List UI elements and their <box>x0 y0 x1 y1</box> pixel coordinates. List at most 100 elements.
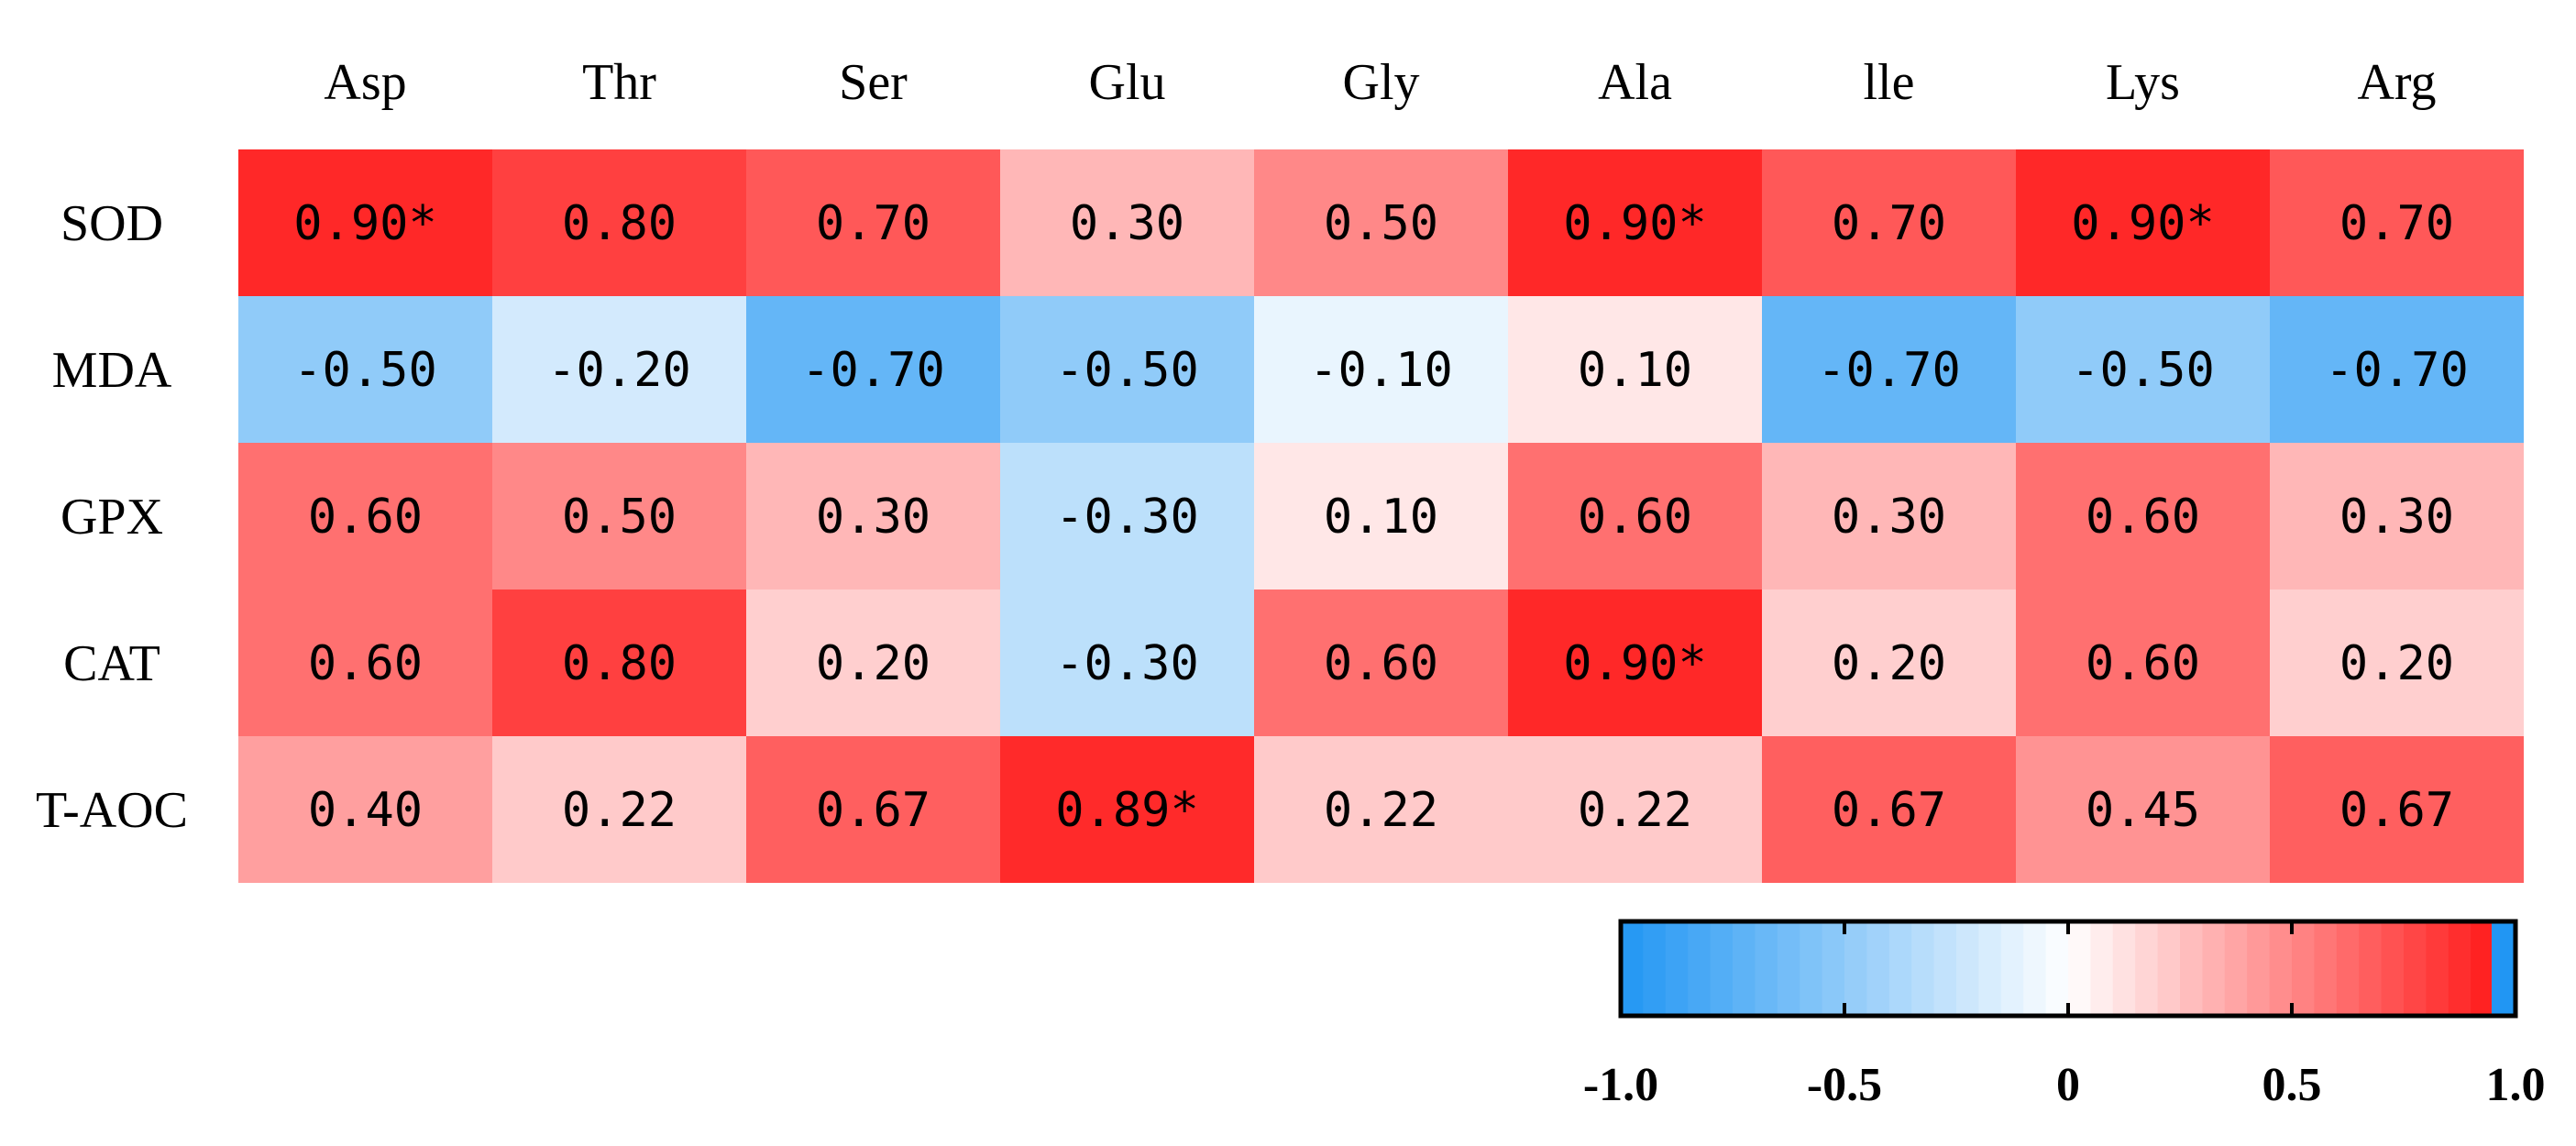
heatmap-cell <box>238 443 492 590</box>
cell-value-label: 0.10 <box>1324 490 1438 545</box>
colorbar-tick-label: 0.5 <box>2262 1059 2322 1111</box>
heatmap-cell <box>2016 590 2270 736</box>
heatmap-cell <box>1508 149 1762 296</box>
cell-value-label: 0.40 <box>308 783 423 838</box>
heatmap-cell <box>1000 736 1254 883</box>
colorbar-segment <box>1978 921 2002 1016</box>
colorbar-segment <box>2068 921 2091 1016</box>
column-label: Glu <box>1089 54 1166 111</box>
heatmap-cell <box>746 736 1000 883</box>
colorbar-segment <box>1777 921 1800 1016</box>
cell-value-label: 0.80 <box>562 196 677 251</box>
cell-value-label: 0.50 <box>562 490 677 545</box>
cell-value-label: 0.45 <box>2086 783 2200 838</box>
heatmap-cell <box>492 443 746 590</box>
cell-value-label: 0.20 <box>1832 636 1946 691</box>
cell-value-label: 0.67 <box>816 783 930 838</box>
heatmap-cell <box>492 736 746 883</box>
heatmap-cell <box>492 590 746 736</box>
colorbar: -1.0 -0.5 0 0.5 1.0 <box>1583 919 2546 1111</box>
colorbar-segment <box>2314 921 2338 1016</box>
heatmap-cell <box>238 736 492 883</box>
cell-value-label: 0.60 <box>2086 490 2200 545</box>
colorbar-segment <box>1643 921 1667 1016</box>
cell-value-label: 0.67 <box>1832 783 1946 838</box>
colorbar-segment <box>2336 921 2360 1016</box>
cell-value-label: 0.80 <box>562 636 677 691</box>
heatmap-cell <box>1762 590 2016 736</box>
heatmap-cell <box>1000 443 1254 590</box>
heatmap-cell <box>2270 443 2524 590</box>
colorbar-segment <box>1621 921 1644 1016</box>
column-label: Asp <box>324 54 406 111</box>
column-label: Ala <box>1598 54 1672 111</box>
cell-value-label: -0.70 <box>2325 343 2469 398</box>
heatmap-cell <box>238 590 492 736</box>
cell-value-label: 0.10 <box>1578 343 1692 398</box>
heatmap-cell <box>1254 443 1508 590</box>
colorbar-segment <box>2000 921 2024 1016</box>
heatmap-cell <box>1762 149 2016 296</box>
heatmap-cell <box>1000 149 1254 296</box>
heatmap-cell <box>1000 296 1254 443</box>
heatmap-cell <box>2270 296 2524 443</box>
heatmap-cell <box>2270 590 2524 736</box>
colorbar-segment <box>2359 921 2383 1016</box>
cell-value-label: -0.10 <box>1309 343 1453 398</box>
cell-value-label: 0.90* <box>2071 196 2215 251</box>
cell-value-label: 0.30 <box>1832 490 1946 545</box>
heatmap-cell <box>1254 296 1508 443</box>
row-labels: SOD MDA GPX CAT T-AOC <box>36 195 188 839</box>
heatmap-cell <box>1254 149 1508 296</box>
heatmap-cell <box>238 296 492 443</box>
colorbar-segment <box>1710 921 1734 1016</box>
column-label: Ser <box>839 54 908 111</box>
column-label: Gly <box>1343 54 1420 111</box>
column-label: Arg <box>2357 54 2436 111</box>
colorbar-segment <box>2381 921 2405 1016</box>
colorbar-segment <box>2292 921 2315 1016</box>
heatmap-cell <box>746 296 1000 443</box>
cell-value-label: -0.30 <box>1055 636 1199 691</box>
colorbar-segment <box>1866 921 1890 1016</box>
colorbar-segment <box>1800 921 1823 1016</box>
column-label: lle <box>1864 54 1915 111</box>
colorbar-segment <box>2426 921 2449 1016</box>
colorbar-segment <box>1822 921 1845 1016</box>
cell-value-label: 0.90* <box>1563 636 1707 691</box>
row-label: SOD <box>61 195 163 252</box>
cell-value-label: -0.20 <box>547 343 691 398</box>
cell-value-label: -0.70 <box>801 343 945 398</box>
column-label: Thr <box>582 54 656 111</box>
cell-value-label: -0.50 <box>1055 343 1199 398</box>
cell-value-label: 0.50 <box>1324 196 1438 251</box>
colorbar-segment <box>1844 921 1867 1016</box>
colorbar-segment <box>2112 921 2136 1016</box>
heatmap-cell <box>1254 590 1508 736</box>
colorbar-tick-label: -1.0 <box>1583 1059 1658 1111</box>
colorbar-segment <box>2090 921 2114 1016</box>
colorbar-segment <box>2157 921 2181 1016</box>
cell-value-label: 0.90* <box>1563 196 1707 251</box>
colorbar-tick-label: -0.5 <box>1807 1059 1882 1111</box>
cell-value-label: 0.60 <box>308 490 423 545</box>
colorbar-segment <box>1755 921 1778 1016</box>
cell-value-label: 0.70 <box>1832 196 1946 251</box>
cell-value-label: 0.70 <box>816 196 930 251</box>
row-label: T-AOC <box>36 782 188 839</box>
heatmap-cell <box>1254 736 1508 883</box>
heatmap-cell <box>492 296 746 443</box>
heatmap-cell <box>1508 443 1762 590</box>
heatmap-cell <box>492 149 746 296</box>
heatmap-cell <box>1508 296 1762 443</box>
heatmap-cell <box>1508 590 1762 736</box>
cell-value-label: 0.60 <box>1578 490 1692 545</box>
heatmap-cells: 0.90* 0.80 0.70 0.30 0.50 0.90* 0.70 0.90* 0.70 -… <box>238 149 2524 883</box>
colorbar-segment <box>1956 921 1979 1016</box>
cell-value-label: -0.30 <box>1055 490 1199 545</box>
colorbar-segment <box>2180 921 2203 1016</box>
colorbar-segment <box>2269 921 2293 1016</box>
cell-value-label: -0.70 <box>1817 343 1961 398</box>
colorbar-segment <box>1688 921 1712 1016</box>
